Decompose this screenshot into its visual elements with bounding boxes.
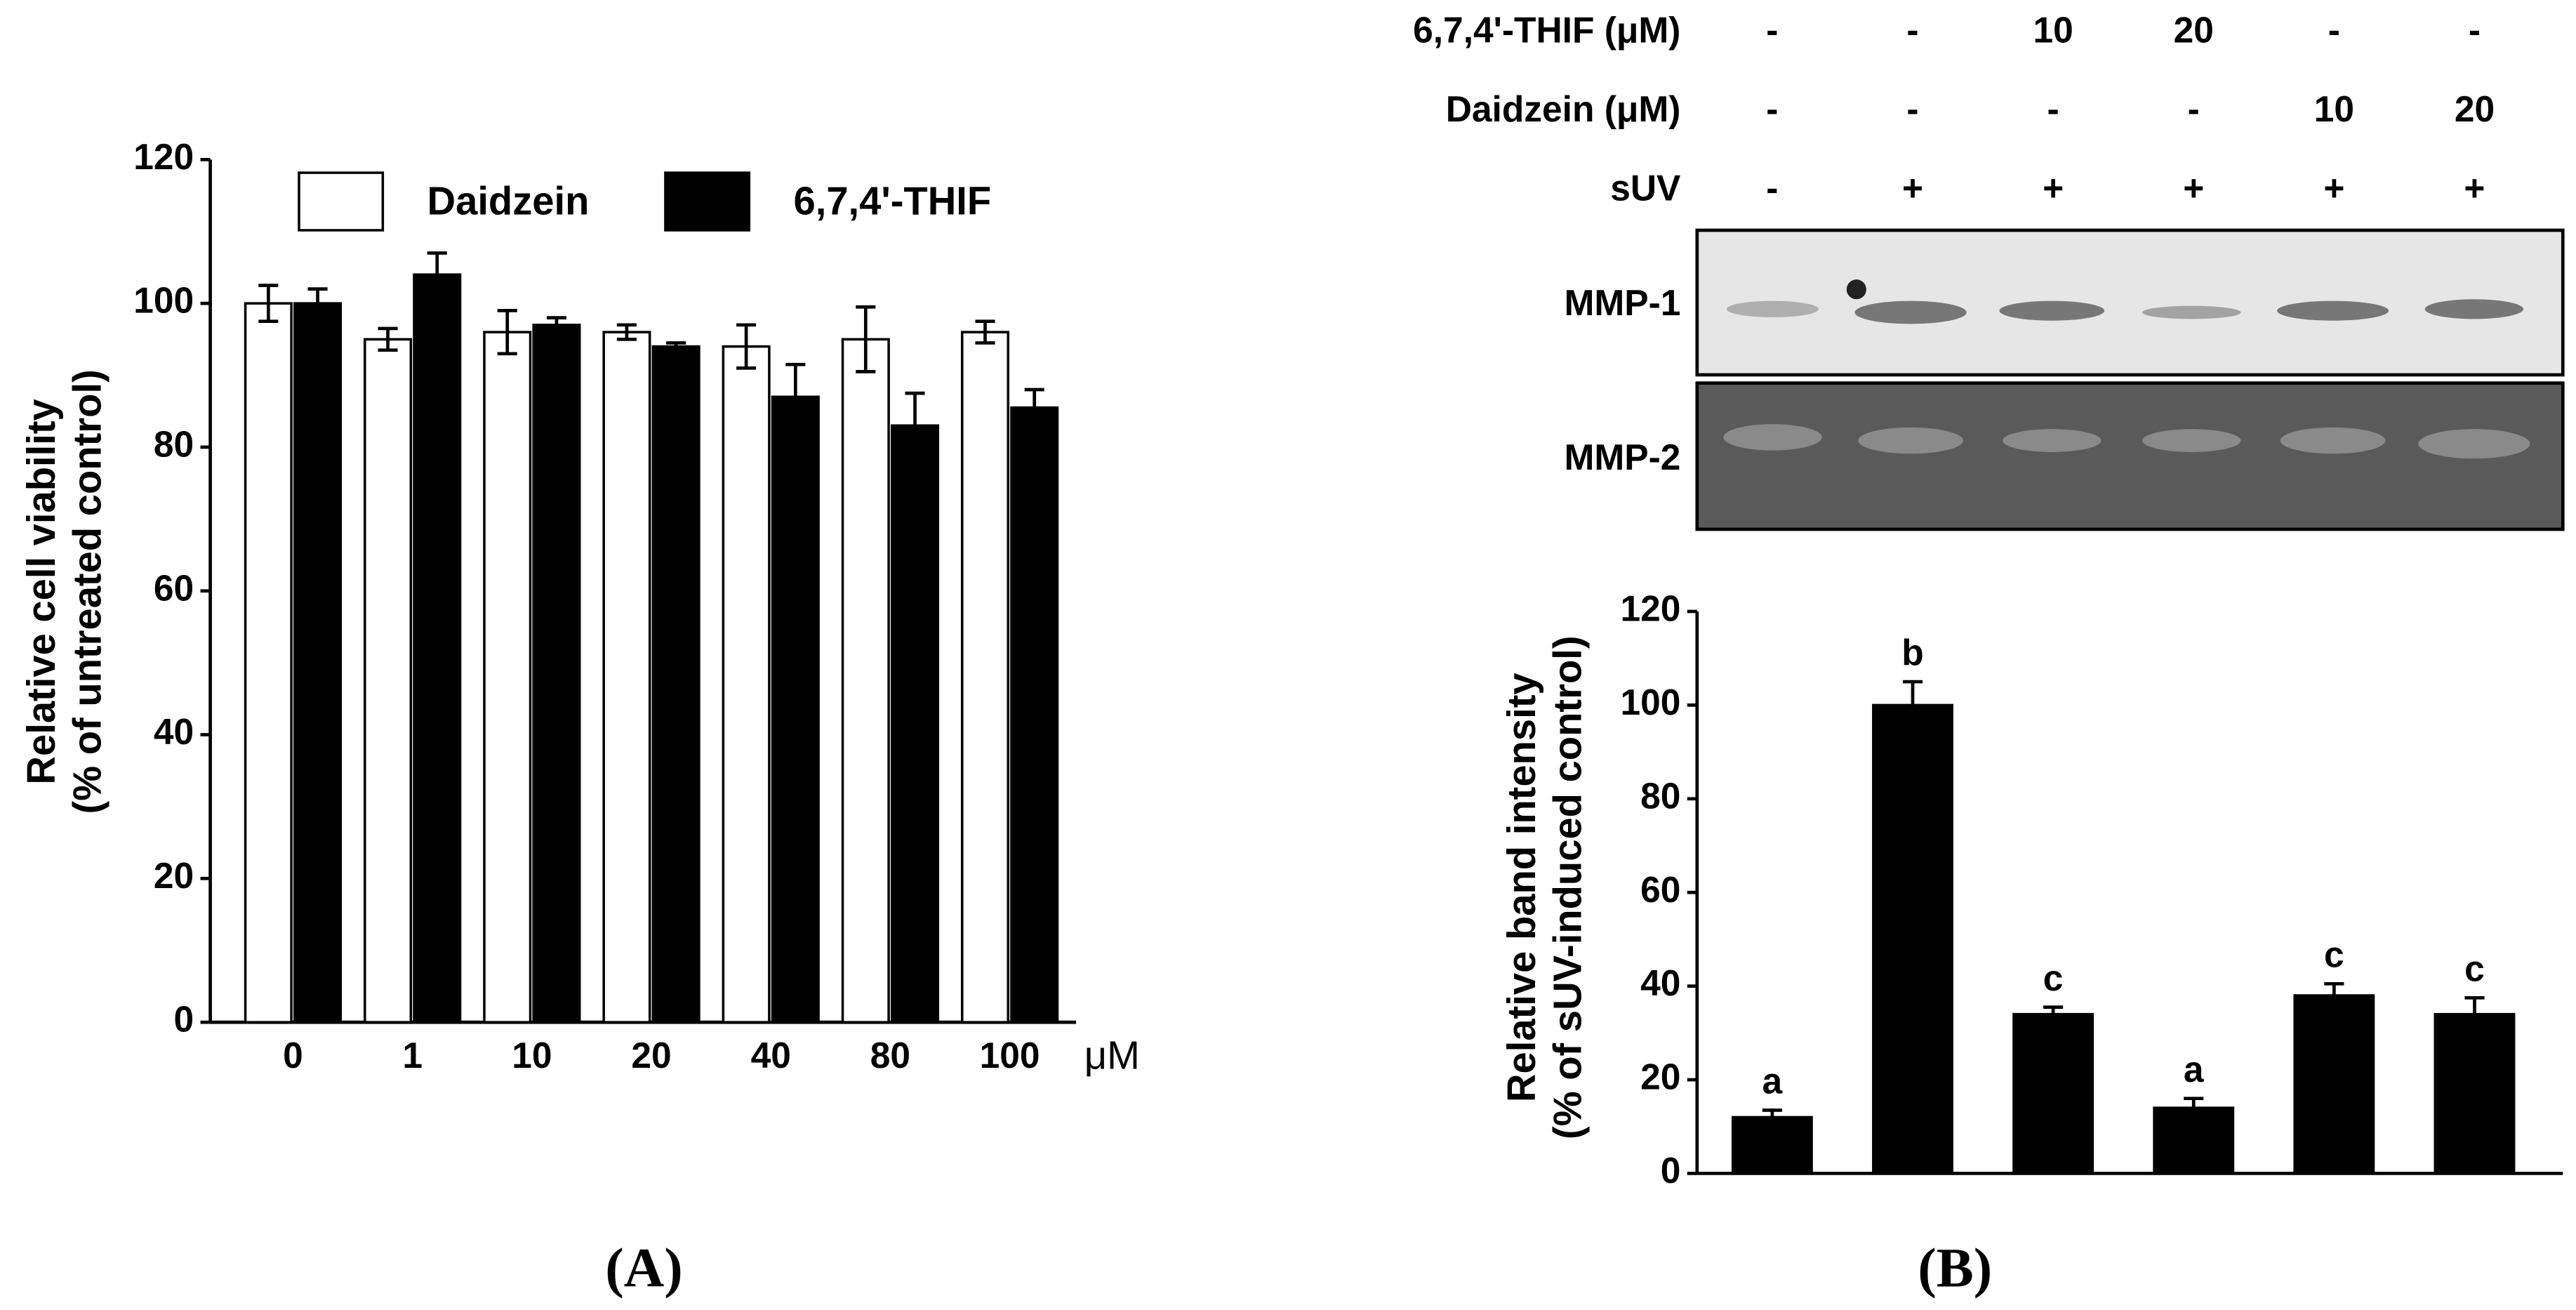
treatment-cell: + (2464, 167, 2485, 208)
y-tick-label: 120 (133, 136, 194, 177)
blot-label: MMP-2 (1564, 437, 1680, 477)
legend-swatch (664, 171, 751, 232)
treatment-cell: - (2188, 88, 2200, 129)
treatment-cell: - (1766, 10, 1778, 51)
mmp1-bands (1726, 279, 2524, 324)
mmp2-bands (1723, 424, 2530, 459)
treatment-cell: - (1766, 88, 1778, 129)
bar (771, 395, 820, 1024)
panel-label: (B) (1918, 1237, 1992, 1299)
treatment-cell: + (2323, 167, 2344, 208)
bar (413, 273, 462, 1024)
significance-letter: c (2043, 958, 2064, 998)
y-axis-label: (% of sUV-induced control) (1545, 635, 1589, 1139)
blot-label: MMP-1 (1564, 282, 1680, 323)
bar (532, 324, 581, 1024)
legend-label: Daidzein (427, 178, 590, 223)
significance-letter: b (1901, 632, 1923, 673)
y-tick-label: 120 (1620, 588, 1680, 629)
mmp1-blot (1695, 228, 2565, 377)
mmp2-blot (1695, 381, 2565, 531)
bar (293, 302, 343, 1024)
treatment-label: sUV (1610, 167, 1680, 208)
y-tick-label: 20 (1640, 1057, 1680, 1097)
treatment-cell: - (2328, 10, 2340, 51)
x-tick-label: 80 (870, 1035, 910, 1076)
bar (483, 331, 532, 1024)
y-tick-label: 0 (174, 999, 194, 1040)
treatment-cell: + (1902, 167, 1923, 208)
x-tick-label: 1 (402, 1035, 423, 1076)
bar (960, 331, 1010, 1024)
treatment-cell: 20 (2455, 88, 2495, 129)
bar (1872, 703, 1953, 1175)
legend-label: 6,7,4'-THIF (793, 178, 991, 223)
y-tick-label: 40 (1640, 962, 1680, 1003)
treatment-label: 6,7,4'-THIF (μM) (1413, 10, 1680, 51)
y-tick-label: 100 (1620, 682, 1680, 722)
y-axis-label: Relative cell viability (19, 399, 63, 784)
x-tick-label: 40 (751, 1035, 791, 1076)
y-tick-label: 80 (1640, 775, 1680, 816)
bar (2012, 1012, 2094, 1175)
treatment-cell: - (2047, 88, 2059, 129)
significance-letter: a (2184, 1049, 2204, 1090)
treatment-cell: + (2043, 167, 2064, 208)
bar (1731, 1116, 1813, 1175)
bar (2153, 1106, 2235, 1175)
bar (364, 338, 413, 1024)
bar (602, 331, 651, 1024)
y-tick-label: 60 (1640, 869, 1680, 910)
bar (841, 338, 890, 1024)
x-tick-label: 20 (631, 1035, 671, 1076)
x-tick-label: 0 (283, 1035, 303, 1076)
bar (651, 345, 701, 1024)
treatment-cell: 10 (2033, 10, 2073, 51)
treatment-label: Daidzein (μM) (1446, 88, 1681, 129)
bar (2293, 994, 2375, 1175)
panel-label: (A) (605, 1237, 682, 1299)
bar (1010, 406, 1059, 1024)
treatment-cell: - (1766, 167, 1778, 208)
treatment-cell: - (1906, 10, 1918, 51)
treatment-cell: 10 (2314, 88, 2354, 129)
bar (722, 345, 771, 1024)
treatment-cell: - (1906, 88, 1918, 129)
y-tick-label: 20 (154, 855, 194, 896)
bar (244, 302, 293, 1024)
treatment-cell: + (2183, 167, 2204, 208)
y-tick-label: 80 (154, 424, 194, 465)
y-tick-label: 40 (154, 711, 194, 752)
legend-swatch (298, 171, 385, 232)
bar (2434, 1012, 2516, 1175)
treatment-cell: 20 (2174, 10, 2214, 51)
y-tick-label: 0 (1661, 1150, 1681, 1191)
significance-letter: a (1762, 1061, 1783, 1101)
y-tick-label: 60 (154, 567, 194, 608)
bar (891, 424, 940, 1024)
x-tick-label: 100 (980, 1035, 1040, 1076)
x-tick-label: 10 (512, 1035, 552, 1076)
x-unit: μM (1084, 1033, 1140, 1077)
treatment-cell: - (2469, 10, 2481, 51)
significance-letter: c (2324, 934, 2344, 974)
significance-letter: c (2464, 948, 2485, 988)
y-axis-label: (% of untreated control) (65, 369, 109, 814)
y-axis-label: Relative band intensity (1499, 673, 1543, 1102)
y-tick-label: 100 (133, 280, 194, 321)
